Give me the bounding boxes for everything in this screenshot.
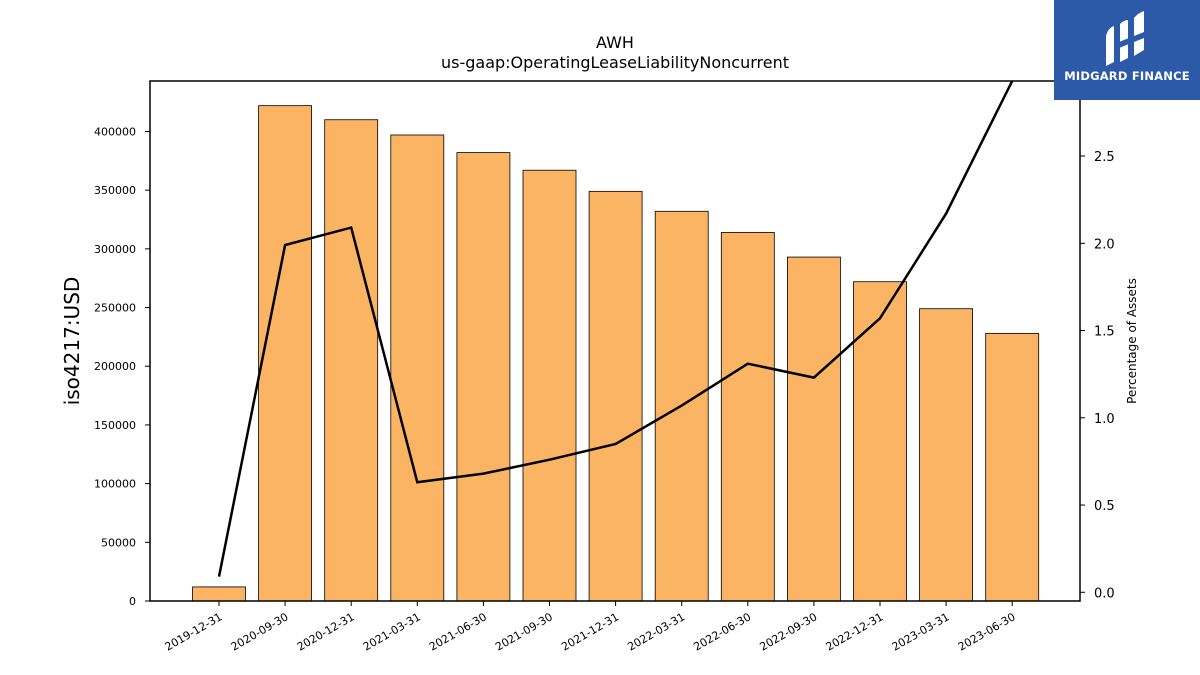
y-axis-label: iso4217:USD bbox=[60, 277, 84, 406]
bar bbox=[324, 119, 379, 602]
y-tick-label: 350000 bbox=[94, 184, 136, 197]
y-tick-label: 100000 bbox=[94, 478, 136, 491]
y-tick-label: 50000 bbox=[101, 536, 136, 549]
x-tick-label: 2020-09-30 bbox=[229, 610, 291, 653]
y2-tick-label: 0.5 bbox=[1094, 499, 1115, 514]
x-tick-label: 2021-06-30 bbox=[427, 610, 489, 653]
x-tick-label: 2023-06-30 bbox=[956, 610, 1018, 653]
y-tick-label: 0 bbox=[129, 595, 136, 608]
bar bbox=[258, 105, 313, 602]
y2-tick-label: 1.0 bbox=[1094, 412, 1115, 427]
x-tick-label: 2019-12-31 bbox=[163, 610, 225, 653]
x-tick-label: 2022-06-30 bbox=[691, 610, 753, 653]
y-tick-label: 250000 bbox=[94, 302, 136, 315]
x-tick-label: 2020-12-31 bbox=[295, 610, 357, 653]
plot-frame bbox=[149, 80, 1081, 602]
percentage-line bbox=[217, 80, 1014, 577]
y-tick-label: 300000 bbox=[94, 243, 136, 256]
x-tick-label: 2021-12-31 bbox=[559, 610, 621, 653]
bar bbox=[853, 281, 907, 602]
y-tick-label: 150000 bbox=[94, 419, 136, 432]
y2-tick-label: 2.5 bbox=[1094, 150, 1115, 165]
bar bbox=[985, 332, 1040, 602]
y-tick-label: 400000 bbox=[94, 125, 136, 138]
bar bbox=[919, 308, 973, 602]
y2-tick-label: 0.0 bbox=[1094, 586, 1115, 601]
x-tick-label: 2022-09-30 bbox=[758, 610, 820, 653]
x-tick-label: 2022-03-31 bbox=[625, 610, 687, 653]
x-tick-label: 2022-12-31 bbox=[824, 610, 886, 653]
logo-mark-icon bbox=[1106, 11, 1144, 66]
x-tick-label: 2021-03-31 bbox=[361, 610, 423, 653]
bar bbox=[720, 232, 775, 602]
y-tick-label: 200000 bbox=[94, 360, 136, 373]
bar bbox=[787, 256, 841, 602]
bar bbox=[522, 169, 577, 602]
bar bbox=[588, 190, 643, 602]
bar bbox=[390, 134, 445, 602]
bar bbox=[192, 586, 246, 602]
chart-subtitle: us-gaap:OperatingLeaseLiabilityNoncurren… bbox=[441, 53, 789, 72]
midgard-finance-logo: MIDGARD FINANCE bbox=[1054, 0, 1200, 100]
x-tick-label: 2021-09-30 bbox=[493, 610, 555, 653]
y2-tick-label: 2.0 bbox=[1094, 237, 1115, 252]
bar bbox=[456, 152, 511, 602]
x-tick-label: 2023-03-31 bbox=[890, 610, 952, 653]
y2-axis-label: Percentage of Assets bbox=[1125, 278, 1139, 404]
y2-tick-label: 1.5 bbox=[1094, 325, 1115, 340]
logo-text: MIDGARD FINANCE bbox=[1064, 69, 1190, 83]
chart-title: AWH bbox=[596, 33, 634, 52]
